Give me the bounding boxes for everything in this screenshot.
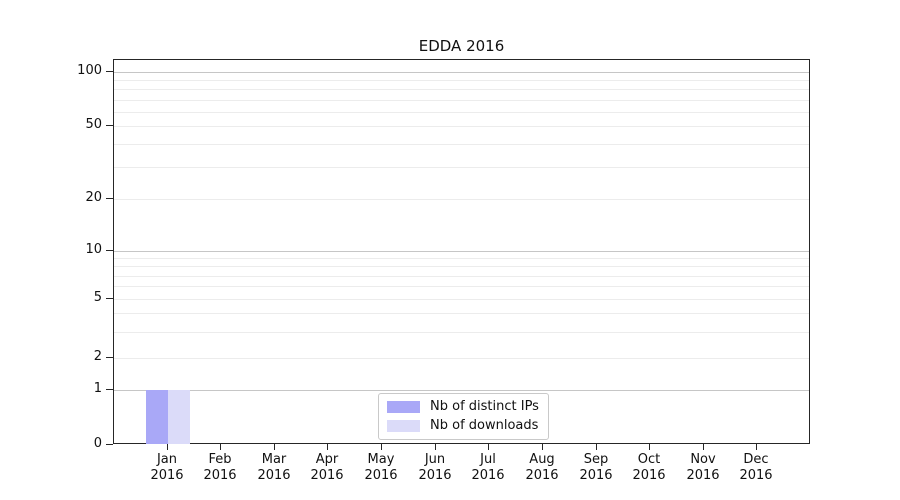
legend: Nb of distinct IPs Nb of downloads (378, 393, 549, 440)
x-tick-label-year: 2016 (310, 468, 344, 483)
x-tick-label: Nov 2016 (673, 452, 733, 484)
minor-gridline (114, 167, 809, 168)
legend-swatch-icon (387, 401, 420, 413)
x-tick-label-year: 2016 (739, 468, 773, 483)
legend-label: Nb of downloads (430, 418, 539, 433)
y-tick-mark (106, 444, 113, 445)
y-tick-label: 1 (93, 381, 102, 396)
x-tick-mark (274, 444, 275, 450)
x-tick-mark (703, 444, 704, 450)
minor-gridline (114, 89, 809, 90)
x-tick-mark (542, 444, 543, 450)
minor-gridline (114, 286, 809, 287)
x-tick-label: Jul 2016 (458, 452, 518, 484)
x-tick-mark (596, 444, 597, 450)
minor-gridline (114, 100, 809, 101)
bar (146, 390, 168, 444)
y-tick-label: 2 (93, 349, 102, 364)
minor-gridline (114, 332, 809, 333)
legend-row: Nb of distinct IPs (387, 399, 539, 415)
x-tick-label-year: 2016 (203, 468, 237, 483)
x-tick-label: May 2016 (351, 452, 411, 484)
major-gridline (114, 72, 809, 73)
minor-gridline (114, 112, 809, 113)
x-tick-label: Oct 2016 (619, 452, 679, 484)
y-tick-label: 10 (85, 242, 102, 257)
minor-gridline (114, 313, 809, 314)
x-tick-label-year: 2016 (150, 468, 184, 483)
x-tick-mark (220, 444, 221, 450)
y-tick-label: 50 (85, 117, 102, 132)
x-tick-label-year: 2016 (579, 468, 613, 483)
y-tick-mark (106, 198, 113, 199)
minor-gridline (114, 358, 809, 359)
legend-swatch-icon (387, 420, 420, 432)
minor-gridline (114, 144, 809, 145)
minor-gridline (114, 258, 809, 259)
x-tick-label: Sep 2016 (566, 452, 626, 484)
x-tick-mark (649, 444, 650, 450)
minor-gridline (114, 266, 809, 267)
x-tick-label-year: 2016 (525, 468, 559, 483)
minor-gridline (114, 126, 809, 127)
x-tick-label-year: 2016 (686, 468, 720, 483)
y-tick-mark (106, 389, 113, 390)
y-tick-mark (106, 125, 113, 126)
x-tick-label-year: 2016 (471, 468, 505, 483)
y-tick-label: 20 (85, 190, 102, 205)
major-gridline (114, 390, 809, 391)
y-tick-mark (106, 298, 113, 299)
x-tick-label-year: 2016 (632, 468, 666, 483)
plot-area (113, 59, 810, 444)
x-tick-label: Jun 2016 (405, 452, 465, 484)
legend-row: Nb of downloads (387, 418, 539, 434)
minor-gridline (114, 276, 809, 277)
minor-gridline (114, 299, 809, 300)
x-tick-mark (488, 444, 489, 450)
y-tick-mark (106, 357, 113, 358)
y-tick-label: 0 (93, 436, 102, 451)
legend-label: Nb of distinct IPs (430, 399, 539, 414)
x-tick-label: Apr 2016 (297, 452, 357, 484)
x-tick-mark (327, 444, 328, 450)
x-tick-mark (756, 444, 757, 450)
y-tick-mark (106, 71, 113, 72)
x-tick-label-year: 2016 (364, 468, 398, 483)
minor-gridline (114, 199, 809, 200)
x-tick-label: Feb 2016 (190, 452, 250, 484)
x-tick-label: Mar 2016 (244, 452, 304, 484)
minor-gridline (114, 80, 809, 81)
major-gridline (114, 251, 809, 252)
x-tick-label: Dec 2016 (726, 452, 786, 484)
y-tick-label: 100 (77, 63, 102, 78)
bar (168, 390, 190, 444)
x-tick-mark (435, 444, 436, 450)
x-tick-label: Aug 2016 (512, 452, 572, 484)
x-tick-mark (167, 444, 168, 450)
y-tick-label: 5 (93, 290, 102, 305)
chart-title: EDDA 2016 (418, 37, 505, 55)
y-tick-mark (106, 250, 113, 251)
x-tick-label: Jan 2016 (137, 452, 197, 484)
x-tick-mark (381, 444, 382, 450)
x-tick-label-year: 2016 (418, 468, 452, 483)
x-tick-label-year: 2016 (257, 468, 291, 483)
